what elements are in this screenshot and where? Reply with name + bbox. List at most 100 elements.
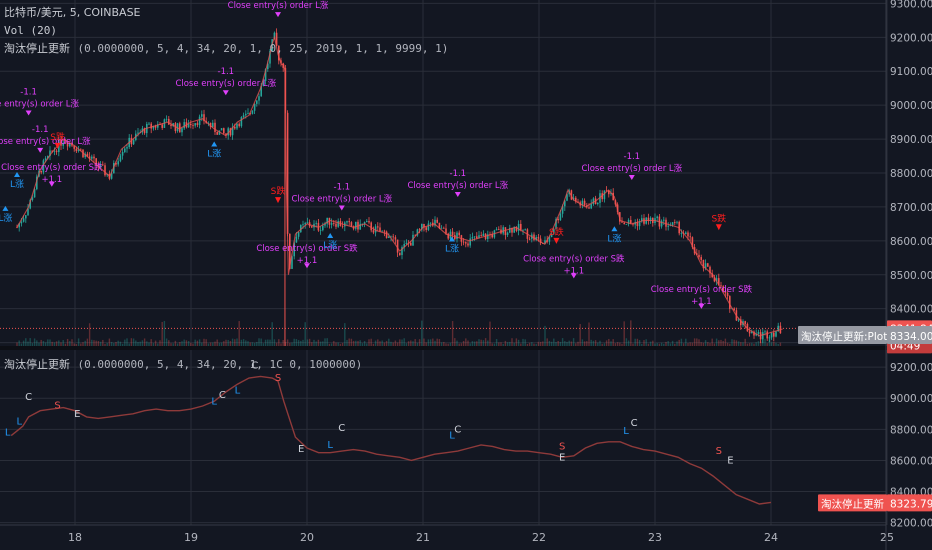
volume-bar bbox=[390, 341, 392, 346]
volume-bar bbox=[86, 338, 89, 346]
candle-body bbox=[704, 263, 707, 269]
candle-body bbox=[132, 140, 135, 145]
candle-body bbox=[608, 190, 610, 195]
candle-body bbox=[370, 222, 372, 231]
volume-bar bbox=[403, 338, 405, 346]
volume-bar bbox=[128, 343, 130, 346]
volume-bar bbox=[559, 341, 562, 346]
equity-marker: C bbox=[454, 424, 461, 435]
volume-bar bbox=[348, 338, 350, 346]
candle-body bbox=[476, 236, 478, 239]
candle-body bbox=[209, 122, 212, 127]
lower-pane-legend[interactable]: 淘汰停止更新 (0.0000000, 5, 4, 34, 20, 1, 1C 0… bbox=[4, 358, 366, 372]
candle-body bbox=[762, 332, 764, 340]
volume-bar bbox=[121, 343, 124, 346]
equity-marker: L bbox=[211, 396, 217, 407]
candle-body bbox=[51, 150, 53, 152]
volume-bar bbox=[429, 339, 432, 346]
volume-bar bbox=[381, 340, 383, 346]
candle-body bbox=[691, 237, 694, 248]
candle-body bbox=[22, 218, 25, 222]
volume-bar bbox=[97, 340, 100, 346]
volume-bar bbox=[300, 340, 302, 346]
volume-bar bbox=[476, 341, 478, 346]
volume-bar bbox=[469, 343, 471, 346]
candle-body bbox=[99, 164, 102, 168]
candle-body bbox=[746, 323, 749, 332]
volume-bar bbox=[634, 338, 636, 346]
candle-body bbox=[225, 133, 227, 136]
volume-bar bbox=[179, 342, 181, 346]
strategy-legend[interactable]: 淘汰停止更新 (0.0000000, 5, 4, 34, 20, 1, 0, 2… bbox=[4, 42, 452, 56]
candle-body bbox=[447, 233, 449, 239]
candle-body bbox=[429, 222, 432, 224]
volume-bar bbox=[418, 339, 421, 346]
sell-arrow bbox=[715, 224, 722, 231]
volume-bar bbox=[216, 339, 218, 346]
equity-marker: L bbox=[623, 426, 629, 437]
volume-bar bbox=[324, 338, 326, 346]
candle-body bbox=[660, 220, 663, 227]
candle-body bbox=[590, 204, 592, 209]
candle-body bbox=[588, 207, 590, 209]
volume-bar bbox=[594, 340, 597, 346]
candle-body bbox=[713, 277, 716, 282]
volume-bar bbox=[623, 321, 625, 346]
symbol-legend[interactable]: 比特币/美元, 5, COINBASE bbox=[4, 6, 145, 20]
equity-marker: C bbox=[338, 423, 345, 434]
close-order-arrow bbox=[454, 191, 461, 197]
volume-bar bbox=[84, 340, 86, 346]
candle-body bbox=[480, 235, 482, 237]
candle-body bbox=[152, 125, 155, 129]
candle-body bbox=[192, 125, 194, 126]
volume-bar bbox=[251, 342, 254, 346]
candle-body bbox=[775, 331, 777, 337]
candle-body bbox=[293, 242, 295, 257]
candle-body bbox=[495, 229, 498, 231]
price-line-series bbox=[0, 35, 886, 337]
close-order-label: Close entry(s) order L涨 bbox=[0, 99, 79, 110]
candle-body bbox=[291, 256, 293, 269]
volume-bar bbox=[493, 343, 496, 346]
candle-body bbox=[753, 331, 755, 336]
volume-bar bbox=[201, 342, 203, 346]
volume-legend[interactable]: Vol (20) bbox=[4, 24, 61, 38]
volume-bar bbox=[190, 342, 192, 346]
candle-body bbox=[737, 319, 740, 321]
candle-body bbox=[69, 142, 71, 147]
candle-body bbox=[311, 226, 313, 228]
volume-bar bbox=[526, 343, 529, 346]
volume-bar bbox=[102, 339, 104, 346]
volume-bar bbox=[421, 320, 423, 346]
volume-bar bbox=[709, 343, 711, 346]
volume-bar bbox=[163, 320, 166, 346]
volume-bar bbox=[473, 341, 476, 346]
close-order-label: Close entry(s) order L涨 bbox=[407, 180, 508, 191]
volume-bar bbox=[350, 338, 353, 346]
volume-bar bbox=[205, 339, 207, 346]
volume-bar bbox=[355, 340, 357, 346]
volume-bar bbox=[748, 343, 751, 346]
candle-body bbox=[104, 165, 106, 176]
upper-y-tick-label: 9200.00 bbox=[890, 32, 932, 44]
candle-body bbox=[91, 156, 93, 159]
candle-body bbox=[253, 103, 256, 111]
volume-bars bbox=[16, 320, 782, 346]
candle-body bbox=[751, 331, 753, 334]
candle-body bbox=[190, 123, 192, 126]
volume-bar bbox=[132, 338, 135, 346]
candle-body bbox=[726, 292, 729, 297]
candle-body bbox=[260, 86, 262, 97]
candle-body bbox=[416, 229, 419, 236]
volume-bar bbox=[370, 338, 372, 346]
candle-body bbox=[242, 115, 245, 118]
volume-bar bbox=[143, 338, 146, 346]
candle-body bbox=[427, 223, 430, 230]
candle-body bbox=[513, 227, 515, 233]
candle-body bbox=[176, 123, 179, 132]
volume-bar bbox=[572, 338, 575, 346]
candle-body bbox=[335, 223, 337, 227]
candle-body bbox=[548, 236, 551, 242]
volume-bar bbox=[718, 340, 720, 346]
